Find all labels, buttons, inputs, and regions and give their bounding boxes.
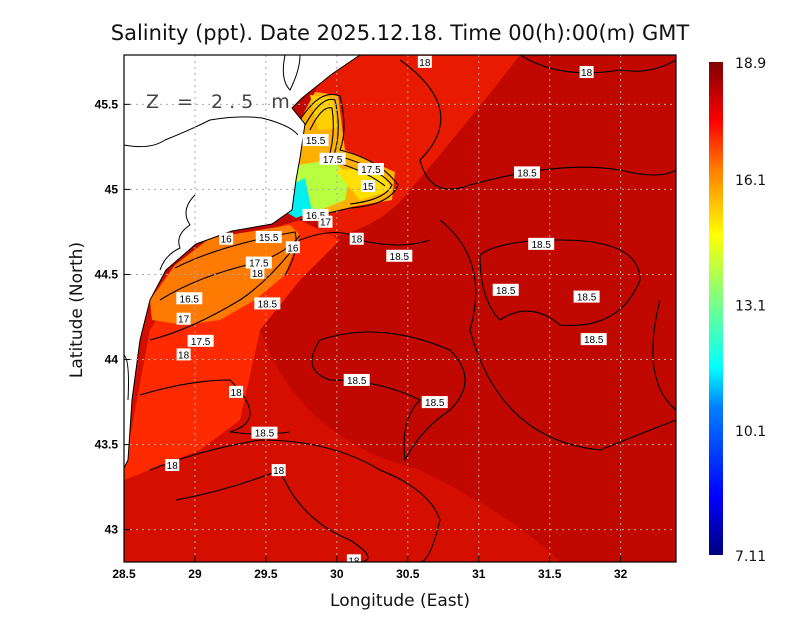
contour-label-bg — [165, 459, 180, 472]
contour-label: 17 — [320, 218, 332, 229]
x-axis-ticks: 28.5 29 29.5 30 30.5 31 31.5 32 — [112, 556, 628, 581]
contour-label: 18 — [273, 466, 285, 477]
x-tick-label: 28.5 — [112, 567, 136, 581]
contour-label-bg — [528, 237, 555, 250]
contour-label: 18.5 — [531, 240, 551, 251]
y-tick-label: 45.5 — [95, 97, 119, 111]
contour-label: 18 — [178, 350, 190, 361]
contour-label: 18 — [252, 269, 264, 280]
contour-label: 16 — [221, 235, 233, 246]
contour-label: 18 — [581, 68, 593, 79]
x-tick-label: 30.5 — [396, 567, 420, 581]
contour-label: 18.5 — [258, 299, 278, 310]
contour-label-bg — [417, 55, 432, 68]
x-tick-label: 29.5 — [254, 567, 278, 581]
y-tick-label: 43.5 — [95, 438, 119, 452]
y-axis-label: Latitude (North) — [67, 242, 87, 378]
contour-label: 18 — [351, 235, 363, 246]
colorbar-ticks: 18.9 16.1 13.1 10.1 7.11 — [735, 56, 766, 565]
contour-label-bg — [271, 464, 286, 477]
field-red-coastal — [124, 220, 340, 480]
contour-label: 18.5 — [496, 286, 516, 297]
contour-label: 17.5 — [191, 337, 211, 348]
contour-label-bg — [386, 249, 413, 262]
contour-label: 17.5 — [361, 165, 381, 176]
plot-frame — [123, 54, 677, 563]
contour-label-bg — [176, 312, 191, 325]
x-tick-label: 32 — [614, 567, 628, 581]
contour-label: 18.5 — [390, 252, 410, 263]
contour-label: 16 — [287, 243, 299, 254]
contour-label: 18.5 — [584, 335, 604, 346]
contour-label: 18 — [167, 461, 179, 472]
y-tick-label: 43 — [105, 523, 119, 537]
y-tick-label: 44.5 — [95, 267, 119, 281]
contour-label: 18.5 — [255, 429, 275, 440]
contour-label-bg — [492, 283, 519, 296]
contour-label: 16.5 — [180, 294, 200, 305]
contour-label-bg — [255, 231, 282, 244]
contour-label-bg — [573, 290, 600, 303]
contour-label: 18.5 — [577, 293, 597, 304]
field-yellow-plume — [310, 95, 338, 130]
contour-label-bg — [176, 292, 203, 305]
contour-label-bg — [421, 396, 448, 409]
contour-label: 17.5 — [323, 155, 343, 166]
contour-label: 18.5 — [517, 168, 537, 179]
contour-label-bg — [219, 232, 234, 245]
contour-label-bg — [251, 426, 278, 439]
contour-label-bg — [514, 166, 541, 179]
colorbar-tick-label: 16.1 — [735, 173, 766, 189]
contour-label-bg — [579, 66, 594, 79]
contour-label: 18 — [348, 556, 360, 567]
y-tick-label: 44 — [105, 353, 119, 367]
contour-label-bg — [245, 256, 272, 269]
contour-label-bg — [176, 348, 191, 361]
x-tick-label: 30 — [330, 567, 344, 581]
contour-label: 15.5 — [306, 136, 326, 147]
colorbar-tick-label: 18.9 — [735, 56, 766, 72]
contour-label-bg — [229, 385, 244, 398]
contour-label-bg — [346, 554, 361, 562]
contour-label-bg — [580, 333, 607, 346]
colorbar-tick-label: 10.1 — [735, 424, 766, 440]
contour-label: 15.5 — [259, 233, 279, 244]
contour-label: 18.5 — [425, 398, 445, 409]
contour-label-bg — [254, 297, 281, 310]
contour-label-bg — [343, 373, 370, 386]
plot-area: Z = 2.5 m 181815.517.517.51518.516.51716… — [124, 55, 676, 567]
contour-label-bg — [250, 266, 265, 279]
contour-label-bg — [318, 215, 333, 228]
colorbar-tick-label: 7.11 — [735, 549, 766, 565]
contour-label: 18 — [231, 388, 243, 399]
contour-label-bg — [187, 334, 214, 347]
contour-label-bg — [357, 162, 384, 175]
contour-label: 18.5 — [347, 376, 367, 387]
depth-annotation: Z = 2.5 m — [146, 91, 296, 113]
contour-label: 16.5 — [306, 211, 326, 222]
contour-label: 17.5 — [249, 259, 269, 270]
colorbar — [709, 62, 723, 555]
contour-label-bg — [302, 134, 329, 147]
x-tick-label: 29 — [188, 567, 202, 581]
contour-label: 17 — [178, 315, 190, 326]
contour-label-bg — [361, 180, 376, 193]
x-tick-label: 31 — [472, 567, 486, 581]
contour-label: 15 — [363, 182, 375, 193]
chart-title: Salinity (ppt). Date 2025.12.18. Time 00… — [111, 21, 690, 45]
y-tick-label: 45 — [105, 182, 119, 196]
y-axis-ticks: 43 43.5 44 44.5 45 45.5 — [95, 97, 130, 537]
contour-label: 18 — [419, 58, 431, 69]
contour-label-bg — [349, 232, 364, 245]
land-borders — [124, 55, 301, 401]
land-mask — [124, 55, 361, 469]
colorbar-tick-label: 13.1 — [735, 299, 766, 315]
x-axis-label: Longitude (East) — [330, 591, 470, 611]
x-tick-label: 31.5 — [538, 567, 562, 581]
contour-label-bg — [319, 152, 346, 165]
contour-label-bg — [285, 241, 300, 254]
